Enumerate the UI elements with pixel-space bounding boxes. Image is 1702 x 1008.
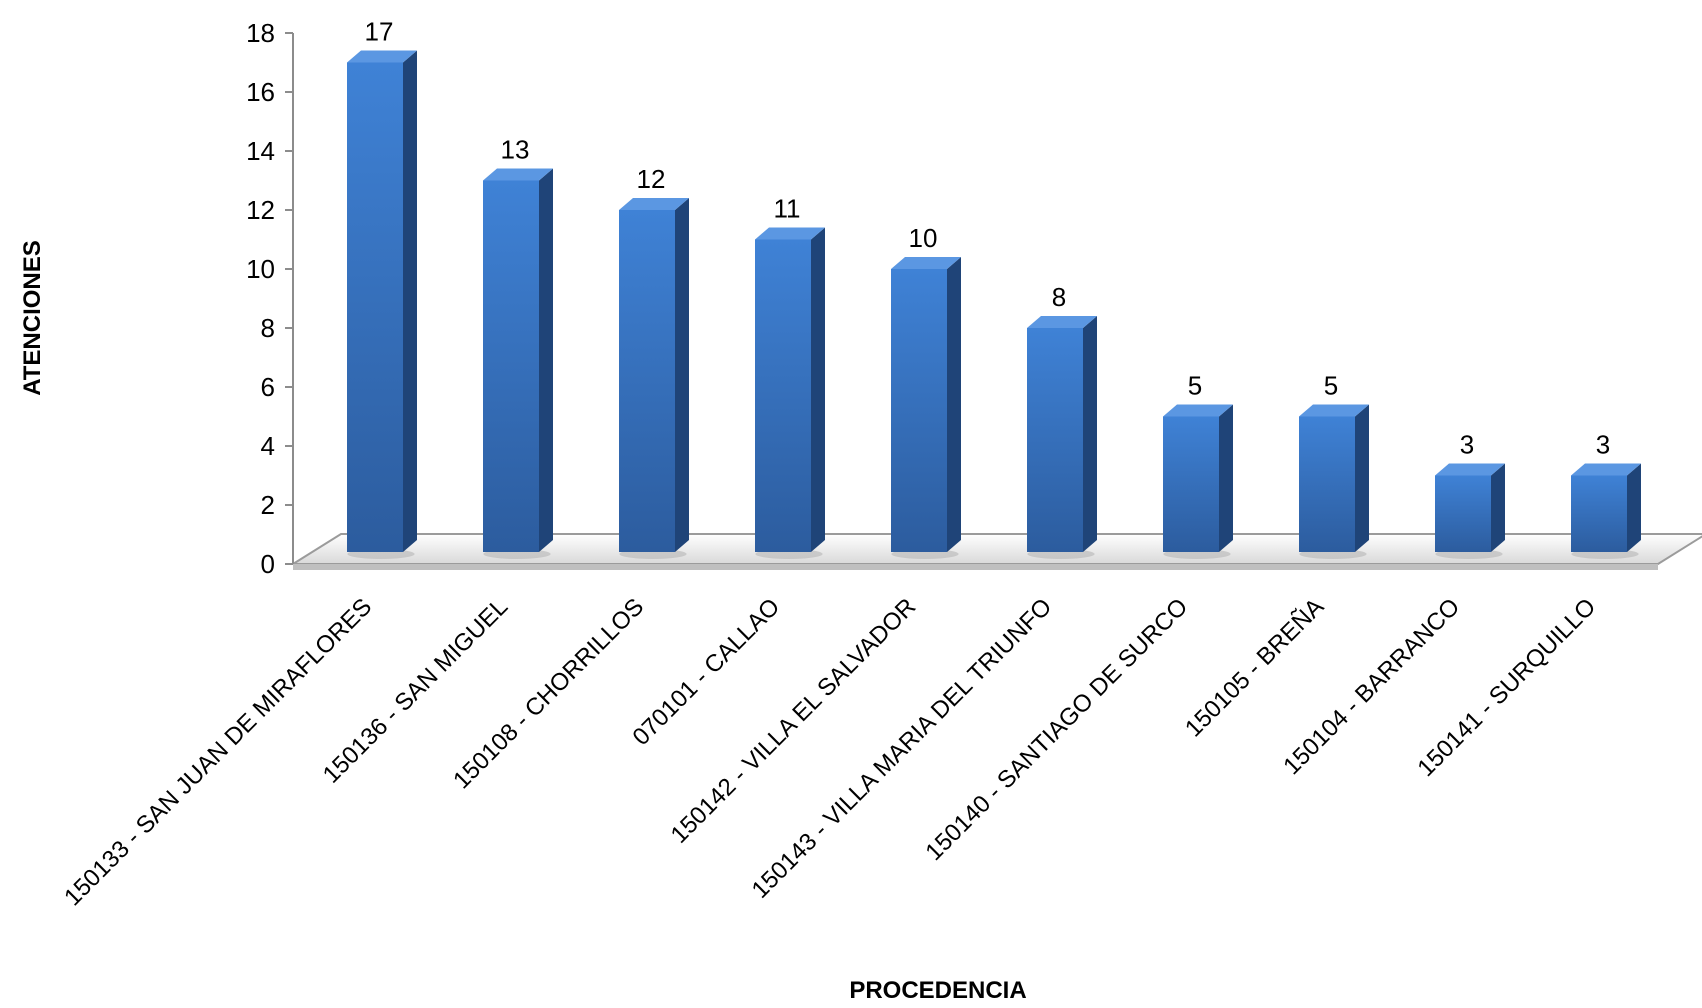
y-tick-label: 18 xyxy=(246,18,275,48)
x-tick-label: 070101 - CALLAO xyxy=(627,593,785,751)
data-label: 8 xyxy=(1052,282,1066,312)
bar-top xyxy=(1299,404,1369,417)
bar-top xyxy=(1027,316,1097,328)
data-label: 11 xyxy=(774,194,801,224)
bar-side xyxy=(539,168,553,552)
bar-top xyxy=(1435,463,1505,476)
y-tick-label: 2 xyxy=(261,490,275,520)
x-tick-label: 150142 - VILLA EL SALVADOR xyxy=(666,593,922,849)
bar-side xyxy=(1219,404,1233,552)
x-tick-label: 150140 - SANTIAGO DE SURCO xyxy=(920,593,1193,866)
data-label: 5 xyxy=(1188,371,1202,401)
data-label: 12 xyxy=(637,164,666,194)
y-tick-label: 14 xyxy=(246,136,275,166)
y-axis-title: ATENCIONES xyxy=(19,240,46,396)
bar xyxy=(891,269,947,552)
bar xyxy=(619,210,675,552)
bar-side xyxy=(403,50,417,552)
y-tick-label: 8 xyxy=(261,313,275,343)
y-tick-label: 6 xyxy=(261,372,275,402)
x-axis-title: PROCEDENCIA xyxy=(849,977,1026,1004)
bar-side xyxy=(1083,316,1097,552)
bar-top xyxy=(619,198,689,210)
bar xyxy=(755,239,811,552)
bar-side xyxy=(947,257,961,552)
data-label: 13 xyxy=(501,135,530,165)
bar-side xyxy=(1491,463,1505,552)
bar-top xyxy=(347,50,417,63)
bar-top xyxy=(755,227,825,240)
x-tick-label: 150105 - BREÑA xyxy=(1180,593,1329,742)
y-tick-label: 10 xyxy=(246,254,275,284)
bar-top xyxy=(891,257,961,269)
bar-top xyxy=(483,168,553,181)
data-label: 3 xyxy=(1596,430,1610,460)
bar xyxy=(1571,475,1627,552)
y-tick-label: 16 xyxy=(246,77,275,107)
y-tick-label: 0 xyxy=(261,549,275,579)
y-tick-label: 12 xyxy=(246,195,275,225)
bar-side xyxy=(1627,463,1641,552)
y-tick-label: 4 xyxy=(261,431,275,461)
bar-side xyxy=(811,227,825,552)
data-label: 5 xyxy=(1324,371,1338,401)
x-tick-label: 150143 - VILLA MARIA DEL TRIUNFO xyxy=(747,593,1058,904)
bar-top xyxy=(1571,463,1641,476)
x-tick-label: 150133 - SAN JUAN DE MIRAFLORES xyxy=(59,593,377,911)
bar xyxy=(483,180,539,552)
bar xyxy=(1027,328,1083,552)
data-label: 10 xyxy=(909,223,938,253)
data-label: 17 xyxy=(365,17,394,47)
bar-side xyxy=(675,198,689,552)
bar xyxy=(1435,475,1491,552)
bar-top xyxy=(1163,404,1233,417)
chart-floor-edge xyxy=(293,564,1658,570)
bar xyxy=(347,62,403,552)
bar xyxy=(1163,416,1219,552)
data-label: 3 xyxy=(1460,430,1474,460)
bar-side xyxy=(1355,404,1369,552)
bar xyxy=(1299,416,1355,552)
